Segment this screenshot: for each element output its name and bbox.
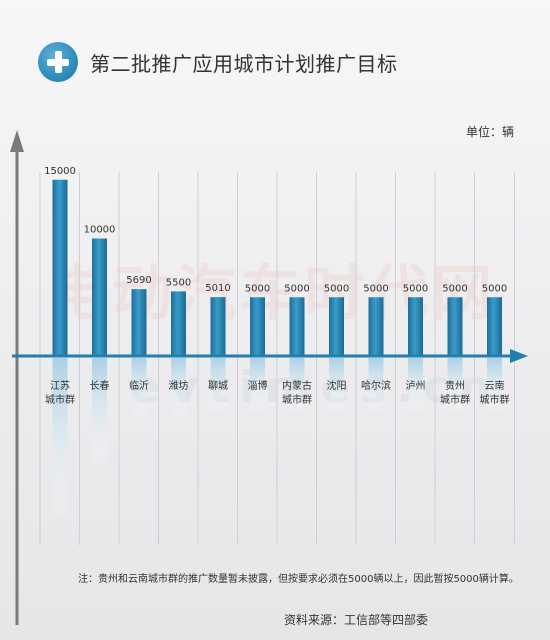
- bar-reflection: [52, 358, 68, 517]
- bar: [408, 297, 423, 356]
- bar: [92, 238, 107, 356]
- bar-reflection: [210, 358, 226, 411]
- bar-reflection: [92, 358, 107, 464]
- bar-reflection: [171, 358, 186, 417]
- category-label: 哈尔滨: [361, 379, 391, 392]
- bar: [210, 297, 226, 356]
- chart-header: 第二批推广应用城市计划推广目标: [38, 40, 398, 84]
- plus-icon: [38, 42, 78, 82]
- bar: [52, 179, 68, 356]
- bar: [289, 297, 305, 356]
- value-label: 5500: [166, 277, 191, 288]
- bar: [250, 297, 265, 356]
- value-label: 5000: [442, 283, 467, 294]
- bar: [368, 297, 384, 356]
- bar-reflection: [447, 358, 463, 411]
- bar-reflection: [250, 358, 265, 411]
- unit-label: 单位：辆: [465, 125, 514, 139]
- axes: [10, 130, 528, 625]
- category-label: 潍坊: [169, 379, 189, 392]
- category-label: 淄博: [248, 379, 268, 392]
- category-label: 云南城市群: [480, 379, 510, 406]
- category-label: 长春: [90, 380, 110, 392]
- x-axis-arrow: [510, 349, 528, 363]
- source-note: 资料来源：工信部等四部委: [284, 613, 429, 627]
- y-axis-arrow: [10, 130, 24, 152]
- bar-reflection: [487, 358, 502, 411]
- bar: [487, 297, 502, 356]
- bar-reflection: [289, 358, 305, 411]
- bar-reflection: [368, 358, 384, 411]
- bar-reflections: [52, 358, 502, 517]
- bar: [171, 291, 186, 356]
- value-label: 5000: [284, 283, 309, 294]
- value-label: 5690: [126, 275, 151, 286]
- footnote: 注：贵州和云南城市群的推广数量暂未披露，但按要求必须在5000辆以上，因此暂按5…: [78, 574, 519, 585]
- value-label: 5000: [324, 283, 349, 294]
- value-label: 5000: [403, 283, 428, 294]
- category-label: 江苏城市群: [45, 379, 75, 406]
- value-label: 15000: [44, 166, 76, 177]
- value-label: 5000: [245, 283, 270, 294]
- value-label: 10000: [84, 225, 116, 236]
- chart-title: 第二批推广应用城市计划推广目标: [90, 51, 398, 76]
- category-label: 内蒙古城市群: [282, 379, 312, 406]
- category-label: 泸州: [406, 380, 426, 392]
- value-labels: 15000 10000 5690 5500 5010 5000 5000 5000 5000 50…: [44, 166, 507, 295]
- bar: [131, 289, 147, 356]
- bar-reflection: [329, 358, 344, 411]
- value-label: 5000: [363, 283, 388, 294]
- bar-reflection: [131, 358, 147, 419]
- value-label: 5010: [205, 283, 230, 294]
- value-label: 5000: [482, 283, 507, 294]
- category-label: 聊城: [208, 379, 228, 392]
- bar: [447, 297, 463, 356]
- bars: [52, 179, 502, 356]
- category-label: 贵州城市群: [440, 379, 470, 406]
- category-label: 沈阳: [327, 379, 347, 392]
- grid-lines: [39, 172, 515, 545]
- bar: [329, 297, 344, 356]
- category-label: 临沂: [129, 379, 149, 392]
- bar-reflection: [408, 358, 423, 411]
